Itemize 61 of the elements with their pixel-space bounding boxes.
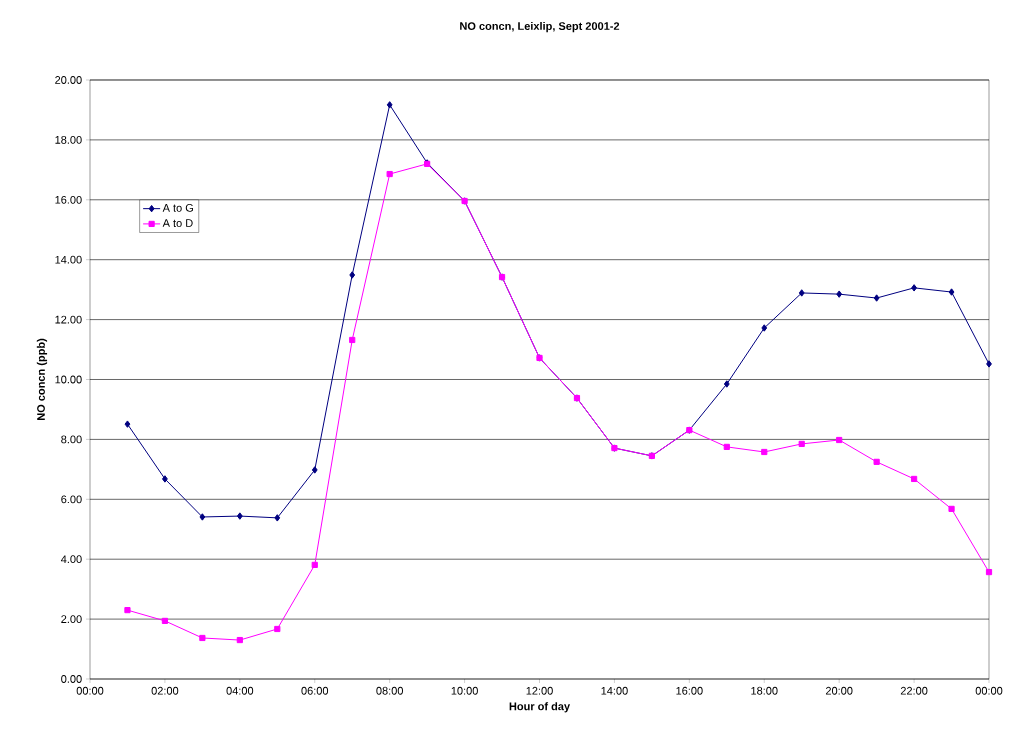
point [798, 289, 805, 297]
x-tick-label: 10:00 [451, 686, 478, 695]
x-axis-title: Hour of day [509, 702, 570, 713]
point [873, 294, 880, 302]
x-tick-label: 06:00 [301, 686, 329, 695]
point [349, 336, 356, 344]
y-axis-title: NO concn (ppb) [36, 338, 48, 421]
x-tick-label: 00:00 [76, 686, 104, 695]
x-tick-label: 20:00 [825, 686, 853, 695]
point [199, 513, 206, 521]
point [161, 617, 169, 624]
y-tick-label: 10.00 [55, 375, 82, 384]
point [311, 561, 318, 568]
y-tick-label: 16.00 [55, 195, 82, 204]
point [274, 514, 281, 522]
point [386, 170, 393, 178]
point [274, 625, 281, 633]
point [124, 420, 131, 428]
y-tick-label: 6.00 [61, 495, 82, 504]
x-tick-label: 18:00 [751, 686, 778, 695]
point [948, 505, 955, 512]
x-tick-label: 02:00 [151, 686, 179, 695]
x-tick-label: 00:00 [975, 686, 1003, 695]
y-tick-label: 4.00 [60, 555, 82, 564]
point [236, 512, 243, 520]
point [986, 360, 992, 368]
point [386, 101, 393, 109]
y-tick-label: 14.00 [55, 255, 82, 264]
y-tick-label: 20.00 [55, 76, 82, 84]
point [836, 290, 843, 298]
point [723, 380, 730, 388]
point [162, 475, 168, 483]
x-tick-label: 04:00 [226, 686, 254, 695]
legend-label: A to D [162, 219, 193, 227]
x-tick-label: 16:00 [676, 686, 703, 695]
point [311, 466, 318, 474]
point [836, 436, 843, 444]
point [236, 636, 243, 644]
y-tick-label: 0.00 [61, 675, 82, 683]
y-tick-label: 2.00 [61, 615, 82, 623]
point [948, 288, 955, 296]
point [761, 324, 768, 332]
y-tick-label: 18.00 [55, 135, 82, 144]
point [349, 271, 356, 279]
point [910, 475, 918, 483]
point [761, 448, 768, 456]
x-tick-label: 14:00 [601, 686, 628, 695]
point [873, 458, 880, 465]
point [124, 607, 131, 614]
x-tick-label: 08:00 [376, 686, 403, 695]
y-tick-label: 8.00 [61, 435, 82, 444]
legend-label: A to G [162, 203, 193, 212]
x-tick-label: 12:00 [526, 686, 553, 695]
x-tick-label: 22:00 [900, 686, 928, 695]
point [985, 568, 993, 576]
point [723, 443, 730, 450]
point [199, 634, 206, 642]
point [798, 440, 805, 447]
y-tick-label: 12.00 [55, 315, 82, 324]
point [911, 284, 917, 292]
chart-title: NO concn, Leixlip, Sept 2001-2 [460, 21, 620, 33]
